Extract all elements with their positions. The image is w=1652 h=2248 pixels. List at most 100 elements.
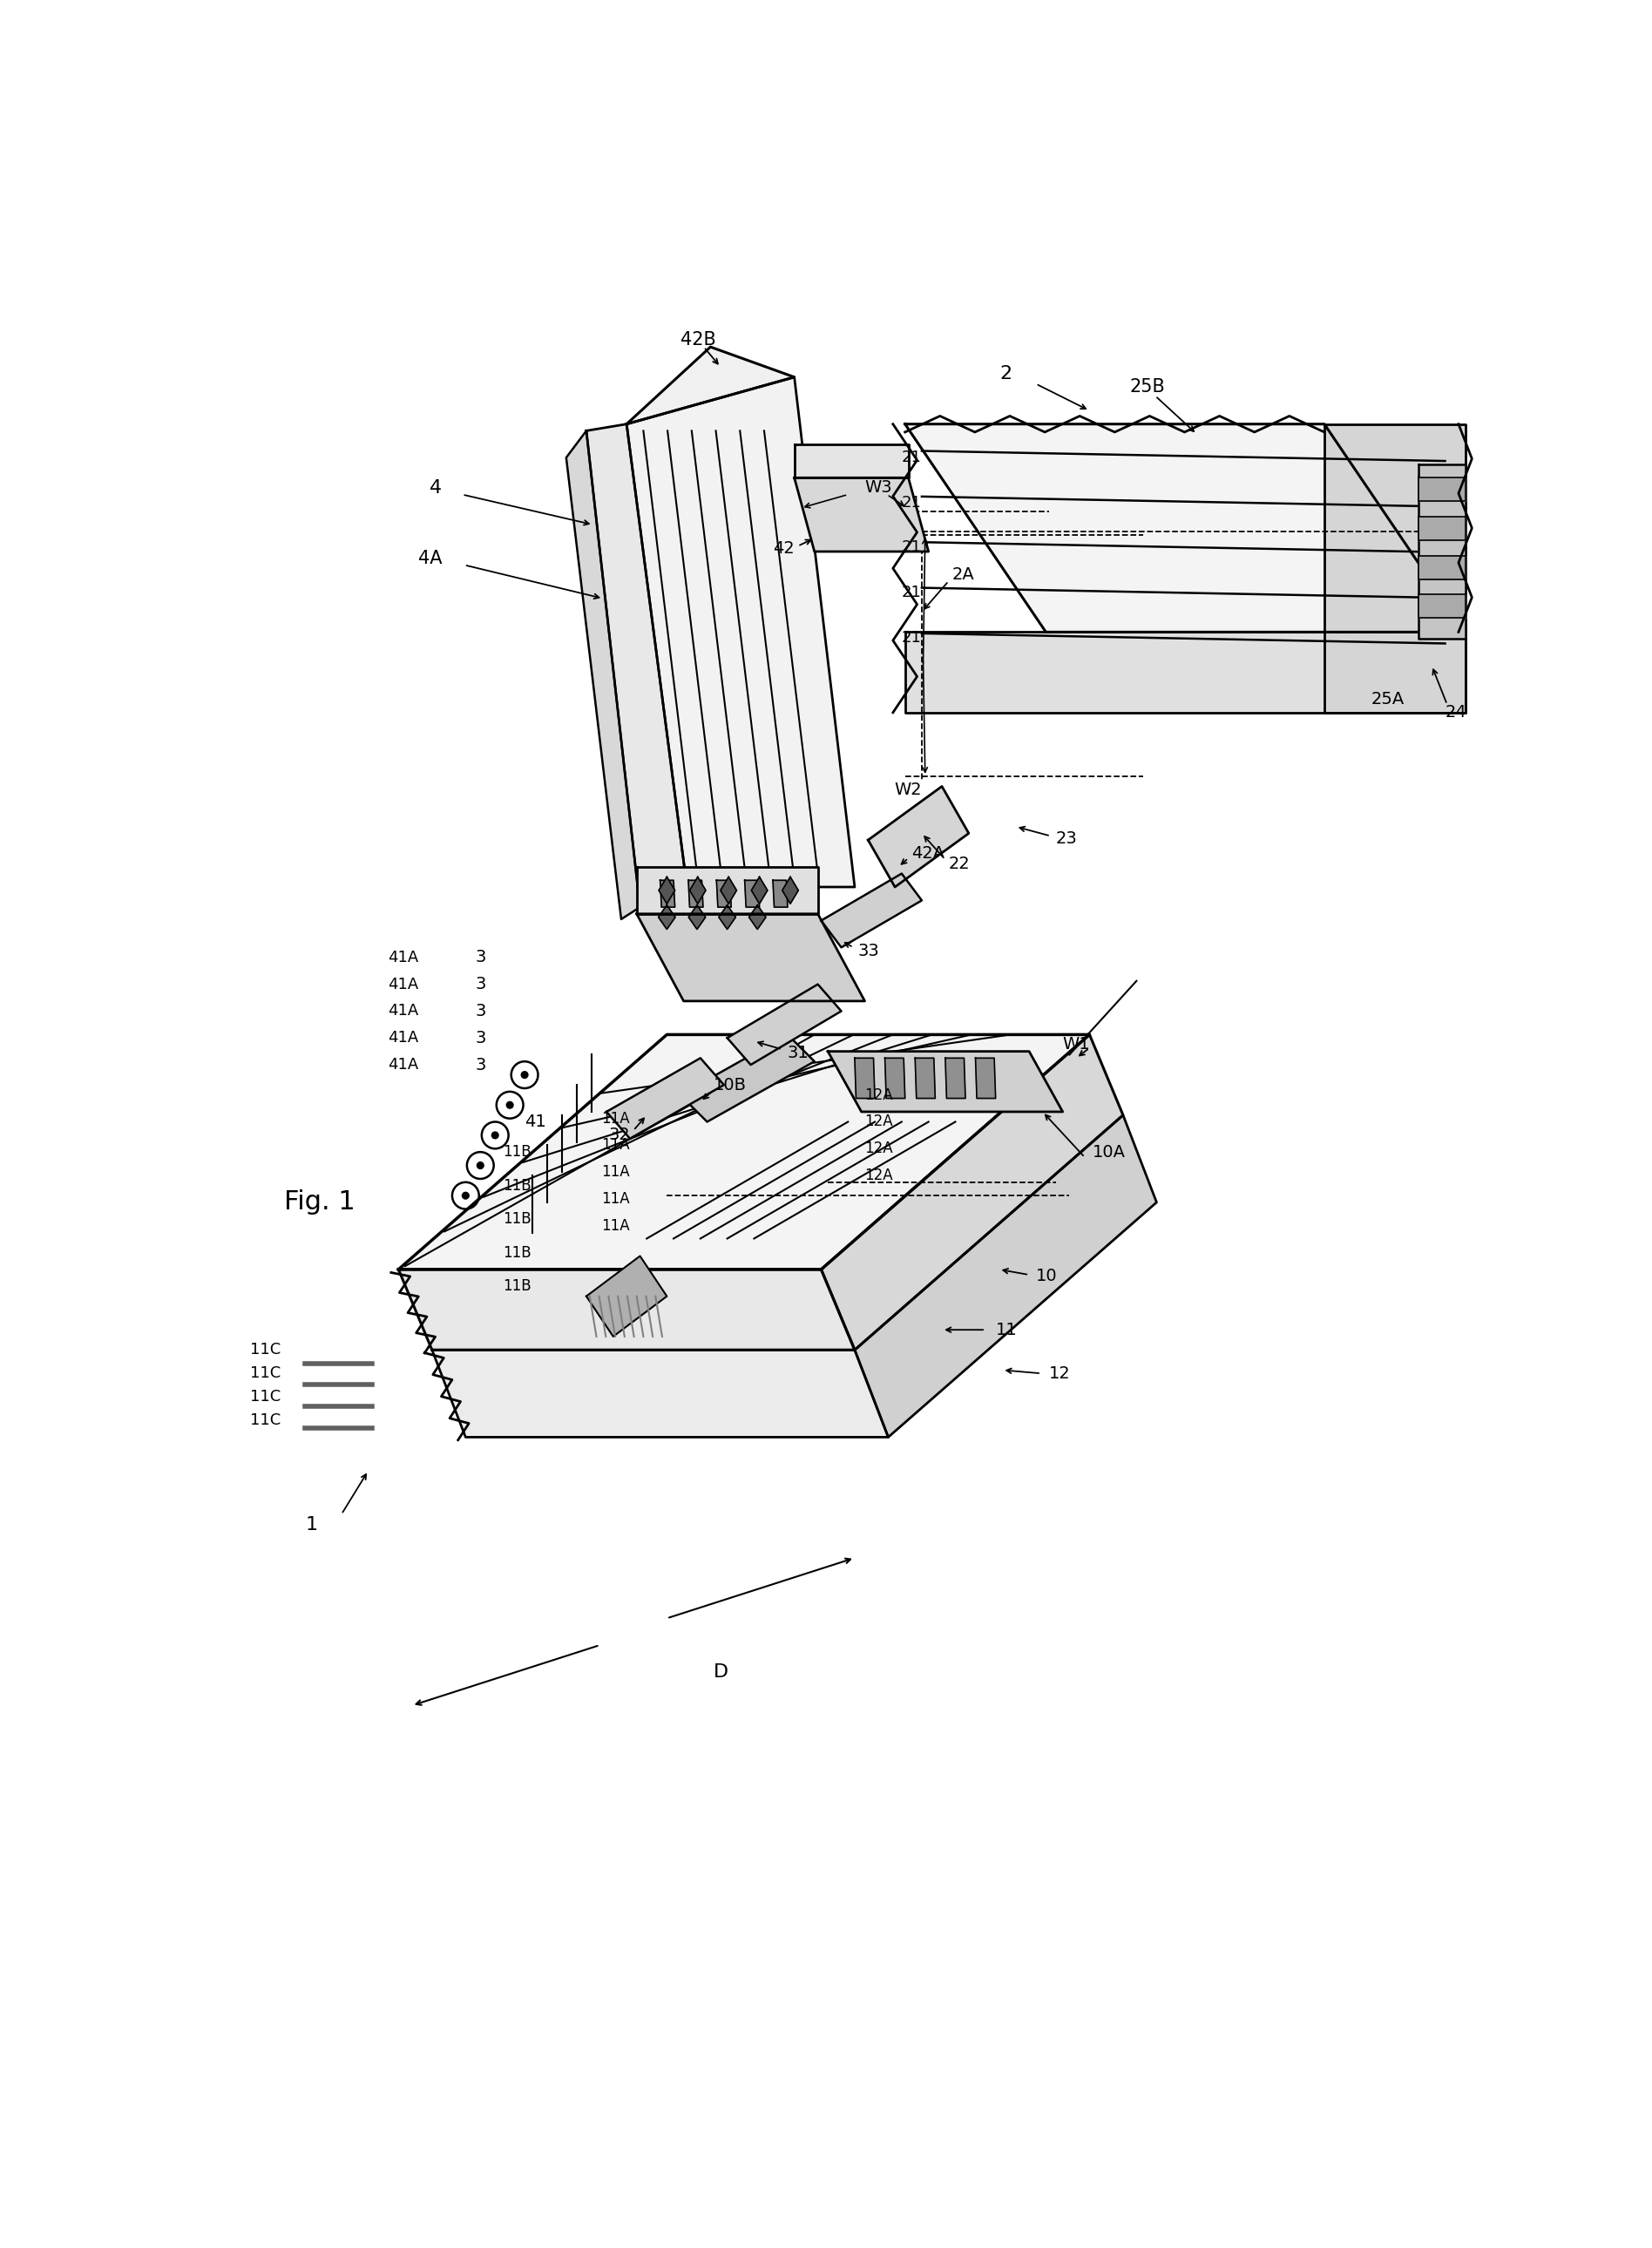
- Polygon shape: [905, 632, 1465, 713]
- Polygon shape: [1419, 593, 1465, 618]
- Polygon shape: [821, 1034, 1123, 1351]
- Text: 11C: 11C: [251, 1412, 281, 1427]
- Polygon shape: [773, 881, 788, 908]
- Text: 11A: 11A: [601, 1111, 629, 1126]
- Polygon shape: [795, 445, 909, 479]
- Polygon shape: [1419, 555, 1465, 580]
- Polygon shape: [1325, 425, 1465, 713]
- Circle shape: [504, 1099, 515, 1111]
- Text: 11C: 11C: [251, 1342, 281, 1358]
- Polygon shape: [586, 1257, 667, 1338]
- Text: D: D: [714, 1664, 729, 1682]
- Text: 11A: 11A: [601, 1164, 629, 1180]
- Text: 41A: 41A: [388, 949, 418, 964]
- Text: 10B: 10B: [714, 1077, 747, 1093]
- Polygon shape: [905, 425, 1465, 632]
- Polygon shape: [586, 425, 687, 908]
- Text: 3: 3: [474, 1030, 486, 1045]
- Text: 32: 32: [608, 1126, 629, 1144]
- Text: 42: 42: [773, 540, 795, 558]
- Polygon shape: [795, 479, 928, 551]
- Text: 24: 24: [1446, 704, 1467, 722]
- Text: W2: W2: [894, 782, 922, 798]
- Text: 12: 12: [1049, 1365, 1070, 1383]
- Text: 2A: 2A: [952, 566, 975, 582]
- Circle shape: [477, 1162, 484, 1169]
- Polygon shape: [867, 787, 968, 888]
- Text: 4: 4: [430, 479, 443, 497]
- Text: 11B: 11B: [502, 1212, 532, 1227]
- Polygon shape: [606, 1059, 724, 1137]
- Circle shape: [463, 1191, 469, 1198]
- Text: 11A: 11A: [601, 1218, 629, 1234]
- Polygon shape: [727, 985, 841, 1066]
- Text: 31: 31: [788, 1045, 809, 1061]
- Text: 23: 23: [1056, 830, 1077, 847]
- Polygon shape: [659, 877, 676, 904]
- Text: 1: 1: [306, 1515, 317, 1533]
- Text: 3: 3: [474, 1003, 486, 1018]
- Text: 11A: 11A: [601, 1191, 629, 1207]
- Polygon shape: [717, 881, 732, 908]
- Text: 11C: 11C: [251, 1365, 281, 1380]
- Text: 21: 21: [902, 540, 922, 555]
- Text: 41A: 41A: [388, 976, 418, 991]
- Text: 10: 10: [1036, 1268, 1057, 1284]
- Text: 11B: 11B: [502, 1245, 532, 1261]
- Text: 41A: 41A: [388, 1057, 418, 1072]
- Polygon shape: [398, 1270, 854, 1351]
- Text: 41A: 41A: [388, 1030, 418, 1045]
- Circle shape: [489, 1128, 501, 1142]
- Text: 11A: 11A: [601, 1137, 629, 1153]
- Text: 33: 33: [857, 942, 879, 960]
- Polygon shape: [1419, 479, 1465, 501]
- Polygon shape: [828, 1052, 1062, 1113]
- Polygon shape: [681, 1034, 814, 1122]
- Polygon shape: [689, 877, 705, 904]
- Text: W1: W1: [1062, 1036, 1090, 1052]
- Text: 2: 2: [999, 364, 1013, 382]
- Polygon shape: [661, 881, 676, 908]
- Circle shape: [519, 1068, 530, 1081]
- Polygon shape: [626, 346, 795, 425]
- Polygon shape: [854, 1059, 876, 1099]
- Text: 3: 3: [474, 976, 486, 994]
- Polygon shape: [433, 1351, 889, 1436]
- Text: 12A: 12A: [864, 1140, 894, 1155]
- Text: 25A: 25A: [1371, 690, 1404, 708]
- Text: 21: 21: [902, 450, 922, 465]
- Polygon shape: [720, 877, 737, 904]
- Text: 41: 41: [525, 1113, 547, 1131]
- Polygon shape: [398, 1034, 1090, 1270]
- Polygon shape: [821, 874, 922, 946]
- Polygon shape: [783, 877, 798, 904]
- Text: 41A: 41A: [388, 1003, 418, 1018]
- Polygon shape: [885, 1059, 905, 1099]
- Circle shape: [492, 1133, 499, 1137]
- Circle shape: [459, 1189, 471, 1203]
- Text: 11B: 11B: [502, 1178, 532, 1194]
- Text: 21: 21: [902, 629, 922, 645]
- Polygon shape: [567, 432, 639, 919]
- Text: 3: 3: [474, 949, 486, 967]
- Polygon shape: [915, 1059, 935, 1099]
- Text: 22: 22: [948, 854, 970, 872]
- Polygon shape: [626, 378, 854, 888]
- Polygon shape: [854, 1115, 1156, 1436]
- Text: 25B: 25B: [1130, 378, 1165, 396]
- Polygon shape: [745, 881, 760, 908]
- Text: 12A: 12A: [864, 1167, 894, 1182]
- Text: 11B: 11B: [502, 1279, 532, 1295]
- Polygon shape: [1419, 465, 1465, 638]
- Text: 10A: 10A: [1094, 1144, 1127, 1160]
- Polygon shape: [748, 906, 767, 928]
- Text: 3: 3: [474, 1057, 486, 1072]
- Polygon shape: [1419, 517, 1465, 540]
- Text: 21: 21: [902, 495, 922, 510]
- Polygon shape: [945, 1059, 965, 1099]
- Text: 11: 11: [996, 1322, 1018, 1338]
- Polygon shape: [975, 1059, 996, 1099]
- Polygon shape: [719, 906, 735, 928]
- Text: W3: W3: [864, 479, 892, 497]
- Text: 11C: 11C: [251, 1389, 281, 1405]
